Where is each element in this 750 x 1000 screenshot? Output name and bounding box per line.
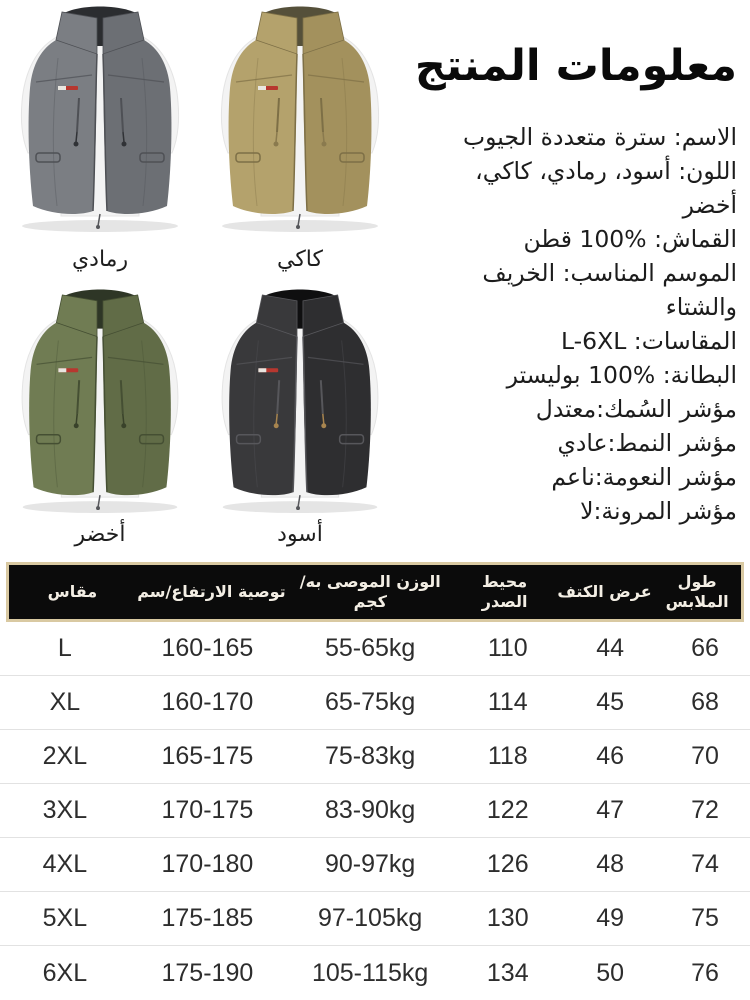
attr-season-line: الموسم المناسب: الخريف <box>482 258 737 287</box>
cell-length: 76 <box>691 958 719 987</box>
color-label-black: أسود <box>277 522 323 547</box>
cell-weight: 90-97kg <box>324 850 416 878</box>
cell-weight: 75-83kg <box>324 742 416 770</box>
cell-size: L <box>57 634 72 662</box>
header-cell-length: طول الملابس <box>665 572 729 611</box>
cell-chest: 130 <box>486 904 529 932</box>
header-cell-height: توصية الارتفاع/سم <box>137 582 286 601</box>
size-chart: طول الملابس عرض الكتف محيط الصدر الوزن ا… <box>0 562 750 1000</box>
attr-style-line: مؤشر النمط:عادي <box>557 428 738 457</box>
color-label-green: أخضر <box>74 522 126 547</box>
page-title: معلومات المنتج <box>414 41 737 91</box>
cell-size: XL <box>49 688 81 716</box>
size-chart-body: 66 44 110 55-65kg 160-165 L 68 45 114 65… <box>0 622 750 1000</box>
color-label-khaki: كاكي <box>277 246 323 272</box>
cell-length: 74 <box>691 850 719 878</box>
cell-size: 6XL <box>42 958 88 987</box>
cell-chest: 118 <box>487 742 528 770</box>
vest-illustration <box>220 6 380 232</box>
cell-shoulder: 44 <box>596 634 625 662</box>
cell-height: 165-175 <box>161 742 254 770</box>
cell-size: 3XL <box>42 796 88 824</box>
cell-weight: 83-90kg <box>324 796 416 824</box>
table-row: 66 44 110 55-65kg 160-165 L <box>0 622 750 676</box>
table-row: 74 48 126 90-97kg 170-180 4XL <box>0 838 750 892</box>
product-card-khaki: كاكي <box>200 0 400 283</box>
color-label-gray: رمادي <box>71 246 129 272</box>
product-attributes: الاسم: سترة متعددة الجيوب اللون: أسود، ر… <box>404 120 737 528</box>
cell-length: 66 <box>691 634 719 662</box>
attr-color-line-2: أخضر <box>682 190 737 219</box>
attr-name-line: الاسم: سترة متعددة الجيوب <box>463 122 737 151</box>
cell-height: 175-190 <box>161 958 254 987</box>
product-image-grid: رمادي <box>0 0 402 560</box>
cell-height: 175-185 <box>161 904 254 932</box>
cell-height: 160-170 <box>161 688 254 716</box>
attr-elasticity-line: مؤشر المرونة:لا <box>580 496 737 525</box>
cell-height: 170-180 <box>161 850 254 878</box>
cell-height: 170-175 <box>161 796 254 824</box>
vest-image-black <box>200 283 400 516</box>
cell-shoulder: 47 <box>596 796 625 824</box>
cell-weight: 97-105kg <box>318 904 423 932</box>
cell-chest: 122 <box>486 796 529 824</box>
attr-thickness-line: مؤشر السُمك:معتدل <box>535 394 737 423</box>
cell-shoulder: 46 <box>596 742 625 770</box>
cell-shoulder: 49 <box>596 904 625 932</box>
table-row: 75 49 130 97-105kg 175-185 5XL <box>0 892 750 946</box>
table-row: 72 47 122 83-90kg 170-175 3XL <box>0 784 750 838</box>
cell-shoulder: 45 <box>596 688 625 716</box>
attr-season-line-2: والشتاء <box>665 292 737 321</box>
table-row: 70 46 118 75-83kg 165-175 2XL <box>0 730 750 784</box>
cell-size: 5XL <box>42 904 88 932</box>
cell-length: 70 <box>691 742 719 770</box>
cell-length: 72 <box>691 796 719 824</box>
vest-illustration <box>21 289 179 514</box>
product-card-gray: رمادي <box>0 0 200 283</box>
attr-lining-line: البطانة: %100 بوليستر <box>506 360 737 389</box>
cell-size: 4XL <box>42 850 88 878</box>
attr-fabric-line: القماش: %100 قطن <box>523 224 737 253</box>
vest-image-khaki <box>200 0 400 235</box>
cell-weight: 105-115kg <box>311 958 429 987</box>
cell-weight: 55-65kg <box>324 634 416 662</box>
header-cell-size: مقاس <box>47 582 98 601</box>
cell-chest: 126 <box>486 850 529 878</box>
cell-shoulder: 50 <box>596 958 625 987</box>
product-info-column: معلومات المنتج الاسم: سترة متعددة الجيوب… <box>398 0 750 528</box>
table-row: 68 45 114 65-75kg 160-170 XL <box>0 676 750 730</box>
cell-chest: 114 <box>487 688 528 716</box>
vest-illustration <box>221 289 379 514</box>
cell-weight: 65-75kg <box>324 688 416 716</box>
header-cell-chest: محيط الصدر <box>481 572 528 611</box>
cell-chest: 110 <box>487 634 528 662</box>
product-card-black: أسود <box>200 283 400 560</box>
attr-sizes-line: المقاسات: L-6XL <box>561 326 737 355</box>
cell-length: 68 <box>691 688 719 716</box>
size-chart-header: طول الملابس عرض الكتف محيط الصدر الوزن ا… <box>6 562 744 622</box>
header-cell-shoulder: عرض الكتف <box>557 582 652 601</box>
header-cell-weight: الوزن الموصى به/كجم <box>299 572 441 611</box>
cell-chest: 134 <box>486 958 529 987</box>
cell-length: 75 <box>691 904 719 932</box>
cell-shoulder: 48 <box>596 850 625 878</box>
vest-image-green <box>0 283 200 516</box>
vest-image-gray <box>0 0 200 235</box>
cell-height: 160-165 <box>161 634 254 662</box>
table-row: 76 50 134 105-115kg 175-190 6XL <box>0 946 750 1000</box>
attr-softness-line: مؤشر النعومة:ناعم <box>551 462 737 491</box>
product-card-green: أخضر <box>0 283 200 560</box>
cell-size: 2XL <box>42 742 88 770</box>
vest-illustration <box>20 6 180 232</box>
attr-color-line: اللون: أسود، رمادي، كاكي، <box>475 156 737 185</box>
